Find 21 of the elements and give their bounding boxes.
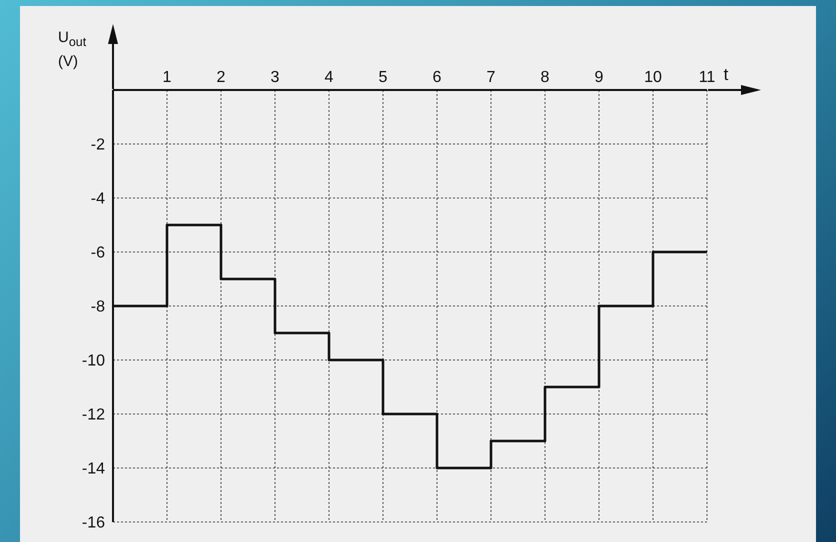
y-tick-label: -4 [90, 190, 106, 208]
x-tick-label: 9 [594, 69, 604, 86]
x-tick-label: 10 [644, 69, 662, 86]
y-tick-label: -2 [90, 136, 106, 154]
y-tick-label: -6 [90, 244, 106, 262]
x-tick-label: 3 [270, 69, 280, 86]
y-tick-label: -12 [82, 406, 106, 424]
x-tick-label: 8 [540, 69, 550, 86]
x-tick-label: 6 [432, 69, 442, 86]
y-tick-label: -8 [90, 298, 106, 316]
x-axis-title: t [724, 65, 729, 84]
y-tick-label: -16 [82, 514, 106, 532]
x-tick-label: 4 [324, 69, 334, 86]
x-tick-label: 2 [216, 69, 226, 86]
y-tick-label: -10 [82, 352, 106, 370]
y-axis-title: U$_{out}$ (V) [58, 28, 88, 72]
y-tick-label: -14 [82, 460, 106, 478]
x-tick-label: 7 [486, 69, 496, 86]
x-tick-label: 1 [162, 69, 172, 86]
x-tick-label: 5 [378, 69, 388, 86]
x-tick-label: 11 [698, 69, 716, 86]
